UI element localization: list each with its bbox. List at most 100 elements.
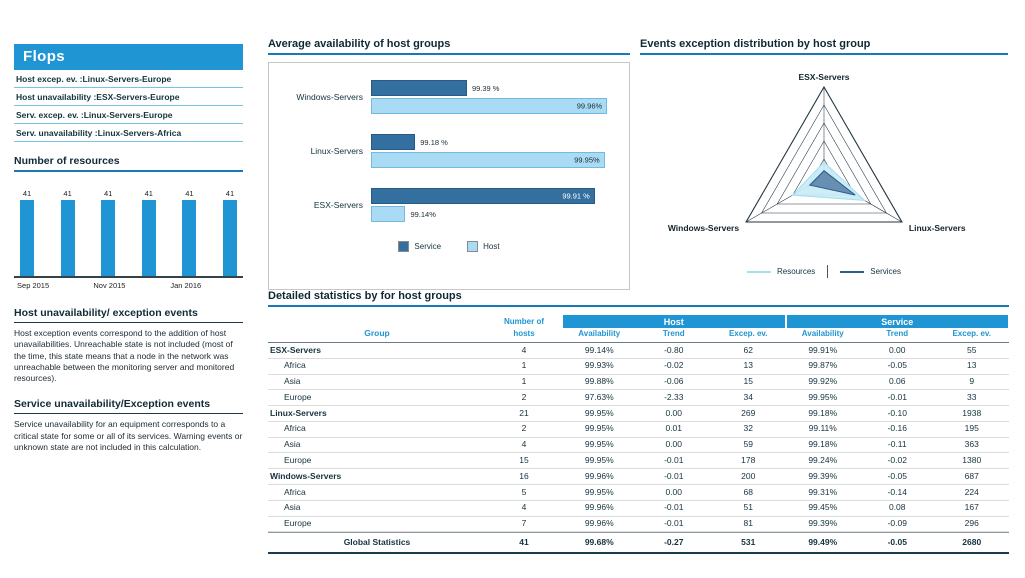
- stat-cell: 0.01: [636, 422, 711, 438]
- legend-label: Services: [870, 267, 901, 276]
- stat-cell: 99.45%: [785, 501, 860, 517]
- stats-table-section: Detailed statistics by for host groups N…: [268, 290, 1009, 555]
- resources-bar-chart: 41 41 41 41 41 41 Sep 2015 Nov 2015 Jan 2016: [14, 180, 243, 293]
- host-group-label: ESX-Servers: [313, 200, 363, 210]
- stat-cell: -2.33: [636, 390, 711, 407]
- resource-bar: [182, 200, 197, 276]
- stat-cell: 1: [486, 375, 562, 391]
- service-info-title: Service unavailability/Exception events: [14, 398, 243, 415]
- host-bar: [371, 206, 406, 222]
- stat-cell: 0.00: [636, 406, 711, 422]
- bar-value-label: 41: [185, 189, 194, 198]
- group-name-cell: Windows-Servers: [268, 469, 486, 485]
- service-info-text: Service unavailability for an equipment …: [14, 419, 243, 453]
- stat-cell: 99.95%: [562, 453, 637, 470]
- stat-cell: -0.01: [636, 453, 711, 470]
- stat-cell: 33: [934, 390, 1009, 407]
- stat-cell: 99.92%: [785, 375, 860, 391]
- stat-cell: 1380: [934, 453, 1009, 470]
- stat-cell: 99.18%: [785, 438, 860, 454]
- legend-item: Resources: [747, 267, 815, 276]
- stat-cell: -0.80: [636, 343, 711, 359]
- host-bar-value-label: 99.14%: [410, 209, 436, 219]
- service-bar: [371, 134, 416, 150]
- bar-value-label: 41: [22, 189, 32, 198]
- flop-label: Serv. unavailability :: [16, 128, 98, 138]
- resource-bar-group: 41: [222, 189, 238, 276]
- x-axis-tick-label: Sep 2015: [17, 281, 50, 290]
- radar-gridline: [761, 104, 887, 214]
- resource-bar: [101, 200, 116, 276]
- radar-gridline: [745, 85, 903, 223]
- stat-cell: 0.08: [860, 501, 935, 517]
- availability-chart-title: Average availability of host groups: [268, 38, 630, 55]
- host-bar-value-label: 99.96%: [576, 101, 603, 111]
- stat-cell: 4: [486, 501, 562, 517]
- stat-cell: 68: [711, 485, 786, 501]
- stat-cell: 51: [711, 501, 786, 517]
- stat-cell: 0.00: [636, 438, 711, 454]
- service-bar-line: 99.39 %: [371, 79, 617, 97]
- stat-cell: 296: [934, 517, 1009, 533]
- stat-cell: 99.39%: [785, 469, 860, 485]
- host-info-title: Host unavailability/ exception events: [14, 307, 243, 323]
- bars-container: 99.18 % 99.95%: [371, 133, 617, 169]
- radar-axis-label-linux: Linux-Servers: [909, 223, 966, 233]
- group-name-cell: Asia: [268, 375, 486, 391]
- flop-label: Host excep. ev. :: [16, 74, 83, 84]
- group-name-cell: Europe: [268, 453, 486, 470]
- host-group-row: Linux-Servers 99.18 % 99.95%: [281, 133, 617, 169]
- group-name-cell: Africa: [268, 422, 486, 438]
- global-stat-cell: -0.27: [636, 532, 711, 552]
- stat-cell: 55: [934, 343, 1009, 359]
- stat-cell: 21: [486, 406, 562, 422]
- resource-bar: [222, 200, 237, 276]
- stat-cell: 13: [711, 359, 786, 375]
- x-axis-tick-label: Nov 2015: [93, 281, 126, 290]
- stat-cell: 99.95%: [562, 438, 637, 454]
- stat-cell: 167: [934, 501, 1009, 517]
- service-bar-line: 99.91 %: [371, 187, 617, 205]
- stat-cell: 0.00: [636, 485, 711, 501]
- global-stat-cell: 99.68%: [562, 532, 637, 552]
- radar-axis-label-windows: Windows-Servers: [668, 223, 740, 233]
- stat-cell: 4: [486, 438, 562, 454]
- radar-chart-title: Events exception distribution by host gr…: [640, 38, 1008, 55]
- availability-rows: Windows-Servers 99.39 % 99.96% Linux-Server…: [281, 79, 617, 223]
- stat-cell: 99.18%: [785, 406, 860, 422]
- radar-axis-label-esx: ESX-Servers: [798, 72, 849, 82]
- legend-divider: [827, 265, 829, 278]
- service-bar-value-label: 99.18 %: [420, 137, 448, 147]
- host-columns-header: Host: [563, 315, 785, 329]
- stat-cell: 99.39%: [785, 517, 860, 533]
- availability-chart: Windows-Servers 99.39 % 99.96% Linux-Server…: [268, 62, 630, 290]
- group-name-cell: Linux-Servers: [268, 406, 486, 422]
- stat-cell: 81: [711, 517, 786, 533]
- group-name-cell: ESX-Servers: [268, 343, 486, 359]
- stats-table: Number of Host Service Group hosts Availabili…: [268, 315, 1009, 555]
- flop-label: Host unavailability :: [16, 92, 97, 102]
- stat-cell: 99.88%: [562, 375, 637, 391]
- availability-legend: Service Host: [281, 241, 617, 252]
- stat-cell: -0.02: [636, 359, 711, 375]
- stat-cell: -0.14: [860, 485, 935, 501]
- host-group-row: Windows-Servers 99.39 % 99.96%: [281, 79, 617, 115]
- radar-legend: Resources Services: [640, 265, 1008, 278]
- service-columns-header: Service: [786, 315, 1008, 329]
- stat-cell: 99.96%: [562, 469, 637, 485]
- host-group-label: Windows-Servers: [296, 92, 363, 102]
- stat-cell: 224: [934, 485, 1009, 501]
- legend-label: Service: [414, 242, 442, 251]
- stat-cell: 99.95%: [562, 422, 637, 438]
- stat-cell: 99.91%: [785, 343, 860, 359]
- stat-cell: 99.87%: [785, 359, 860, 375]
- stat-cell: 99.14%: [562, 343, 637, 359]
- column-header: Excep. ev.: [711, 328, 786, 344]
- column-header: Availability: [785, 328, 860, 344]
- radar-chart-section: Events exception distribution by host gr…: [640, 38, 1008, 278]
- services-legend-line: [840, 270, 865, 273]
- service-legend-swatch: [398, 241, 410, 252]
- stat-cell: -0.05: [860, 359, 935, 375]
- stat-cell: 1938: [934, 406, 1009, 422]
- resources-legend-line: [747, 270, 772, 273]
